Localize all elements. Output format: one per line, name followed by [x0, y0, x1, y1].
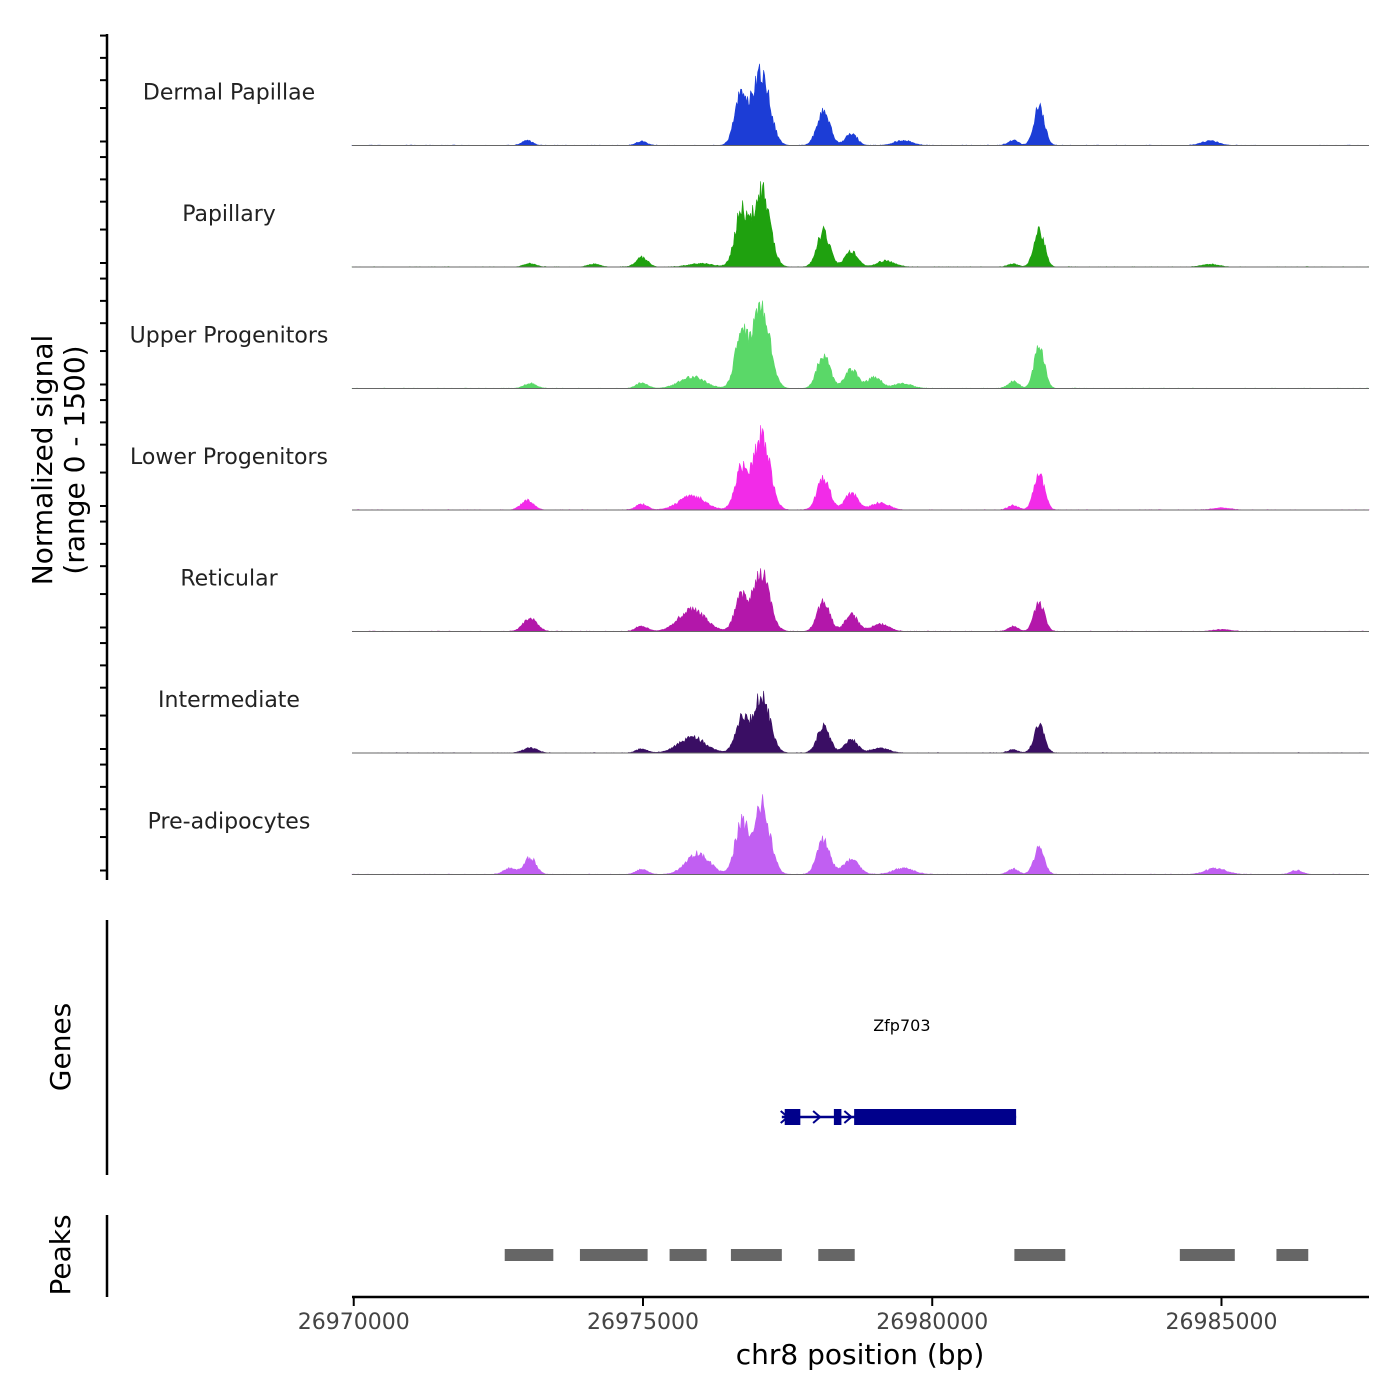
peak-region	[1179, 1249, 1235, 1261]
strand-arrow-icon	[843, 1110, 853, 1124]
track-papillary: Papillary	[182, 181, 1370, 268]
peak-region	[504, 1249, 554, 1261]
peak-region	[1014, 1249, 1066, 1261]
genes-track	[780, 1109, 1017, 1125]
gene-exon	[854, 1109, 1017, 1125]
peak-region	[818, 1249, 855, 1261]
peaks-track	[504, 1249, 1309, 1261]
track-label: Lower Progenitors	[130, 445, 328, 470]
y-axis-title-line1: Normalized signal	[26, 335, 59, 586]
track-label: Pre-adipocytes	[148, 810, 311, 835]
peak-region	[669, 1249, 707, 1261]
x-tick-label: 26970000	[298, 1310, 410, 1335]
genes-track-label: Genes	[44, 1003, 77, 1091]
gene-exon	[833, 1109, 842, 1125]
track-reticular: Reticular	[180, 567, 1369, 632]
track-label: Dermal Papillae	[143, 81, 315, 106]
peak-region	[579, 1249, 648, 1261]
signal-y-axis-ticks	[100, 34, 107, 872]
strand-arrow-icon	[812, 1110, 822, 1124]
peaks-track-label: Peaks	[44, 1214, 77, 1295]
x-tick-label: 26975000	[587, 1310, 699, 1335]
x-tick-label: 26985000	[1165, 1310, 1277, 1335]
peak-region	[1276, 1249, 1309, 1261]
peak-region	[730, 1249, 782, 1261]
track-upper-progenitors: Upper Progenitors	[130, 300, 1370, 389]
gene-exon	[784, 1109, 801, 1125]
x-axis-ticks: 26970000 26975000 26980000 26985000	[298, 1297, 1277, 1335]
track-label: Papillary	[182, 202, 276, 227]
strand-arrow-icon	[780, 1110, 790, 1124]
signal-tracks: Dermal Papillae Papillary Upper Progenitor…	[130, 63, 1370, 875]
x-tick-label: 26980000	[876, 1310, 988, 1335]
track-lower-progenitors: Lower Progenitors	[130, 425, 1370, 511]
signal-area	[351, 794, 1369, 875]
signal-area	[351, 63, 1370, 146]
gene-label-zfp703: Zfp703	[873, 1016, 930, 1035]
track-dermal-papillae: Dermal Papillae	[143, 63, 1370, 146]
track-pre-adipocytes: Pre-adipocytes	[148, 794, 1369, 875]
x-axis-title: chr8 position (bp)	[736, 1338, 985, 1371]
track-intermediate: Intermediate	[158, 688, 1369, 754]
signal-area	[351, 181, 1370, 268]
track-label: Upper Progenitors	[130, 324, 329, 349]
track-label: Intermediate	[158, 688, 300, 713]
track-label: Reticular	[180, 567, 278, 592]
y-axis-title-line2: (range 0 - 1500)	[58, 345, 91, 574]
